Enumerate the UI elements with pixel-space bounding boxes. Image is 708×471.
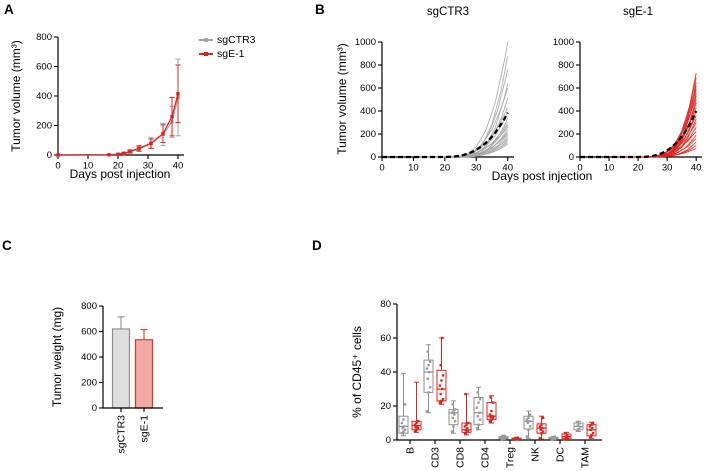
svg-text:800: 800 xyxy=(360,60,376,71)
panel-b2-title: sgE-1 xyxy=(622,6,654,18)
panel-a-y-axis-label: Tumor volume (mm³) xyxy=(9,40,23,152)
svg-text:40: 40 xyxy=(380,367,391,378)
legend-label-sge1: sgE-1 xyxy=(217,48,245,60)
svg-text:200: 200 xyxy=(36,121,52,132)
svg-text:400: 400 xyxy=(81,352,97,363)
panel-b1-title: sgCTR3 xyxy=(426,6,470,18)
panel-d-y-axis-label: % of CD45⁺ cells xyxy=(350,326,364,418)
panel-a-x-axis-label: Days post injection xyxy=(69,167,171,181)
sgctr3-line-marker-icon xyxy=(199,36,213,44)
svg-text:600: 600 xyxy=(360,83,376,94)
svg-text:0: 0 xyxy=(55,161,60,172)
panel-c-chart: 0 200 400 600 800 sgCTR3 sgE-1 xyxy=(81,301,163,454)
panel-c-y-axis-label: Tumor weight (mg) xyxy=(50,306,64,408)
svg-text:CD3: CD3 xyxy=(430,447,442,468)
legend-item-sgctr3: sgCTR3 xyxy=(199,34,256,46)
svg-text:600: 600 xyxy=(81,327,97,338)
svg-text:20: 20 xyxy=(633,163,644,174)
svg-text:0: 0 xyxy=(569,152,574,163)
svg-text:0: 0 xyxy=(47,150,52,161)
svg-text:CD8: CD8 xyxy=(455,447,467,468)
legend-item-sge1: sgE-1 xyxy=(199,48,256,60)
svg-text:10: 10 xyxy=(408,163,419,174)
svg-text:600: 600 xyxy=(36,62,52,73)
panel-d-letter: D xyxy=(312,238,322,253)
svg-text:400: 400 xyxy=(558,106,574,117)
svg-text:200: 200 xyxy=(360,129,376,140)
svg-text:10: 10 xyxy=(83,161,94,172)
panel-a-legend: sgCTR3 sgE-1 xyxy=(199,34,256,60)
svg-text:30: 30 xyxy=(662,163,673,174)
panel-b-letter: B xyxy=(315,2,325,17)
svg-text:0: 0 xyxy=(379,163,384,174)
svg-text:800: 800 xyxy=(558,60,574,71)
svg-text:400: 400 xyxy=(36,91,52,102)
svg-text:40: 40 xyxy=(502,163,513,174)
svg-text:0: 0 xyxy=(577,163,582,174)
svg-text:20: 20 xyxy=(380,401,391,412)
svg-text:TAM: TAM xyxy=(580,447,592,468)
svg-text:200: 200 xyxy=(558,129,574,140)
svg-text:1000: 1000 xyxy=(355,37,376,48)
svg-text:CD4: CD4 xyxy=(480,447,492,468)
svg-text:600: 600 xyxy=(558,83,574,94)
svg-text:Treg: Treg xyxy=(505,447,517,468)
svg-text:NK: NK xyxy=(530,447,542,462)
svg-text:0: 0 xyxy=(386,435,391,446)
svg-text:sgE-1: sgE-1 xyxy=(139,415,151,443)
svg-text:200: 200 xyxy=(81,378,97,389)
svg-text:60: 60 xyxy=(380,333,391,344)
svg-text:800: 800 xyxy=(81,301,97,312)
panel-c-letter: C xyxy=(2,238,12,253)
panel-b-sge1-chart: 0 200 400 600 800 1000 0 10 20 30 40 xyxy=(553,37,702,174)
svg-text:0: 0 xyxy=(371,152,376,163)
svg-text:1000: 1000 xyxy=(553,37,574,48)
panel-b-x-axis-label: Days post injection xyxy=(491,169,593,183)
svg-text:400: 400 xyxy=(360,106,376,117)
svg-text:sgCTR3: sgCTR3 xyxy=(116,415,128,454)
panel-b-y-axis-label: Tumor volume (mm³) xyxy=(335,43,349,155)
panel-d-chart: 0 20 40 60 80 B CD3 CD8 CD4 Treg NK DC TAM xyxy=(380,299,602,468)
svg-text:10: 10 xyxy=(604,163,615,174)
svg-text:40: 40 xyxy=(691,163,702,174)
svg-text:20: 20 xyxy=(440,163,451,174)
svg-text:80: 80 xyxy=(380,299,391,310)
svg-text:B: B xyxy=(405,447,417,454)
svg-text:20: 20 xyxy=(113,161,124,172)
svg-text:0: 0 xyxy=(92,403,97,414)
panel-a-chart: 0 200 400 600 800 0 10 20 30 40 xyxy=(36,32,184,172)
sge1-line-marker-icon xyxy=(199,50,213,58)
legend-label-sgctr3: sgCTR3 xyxy=(217,34,256,46)
svg-text:DC: DC xyxy=(555,447,567,463)
panel-b-sgctr3-chart: 0 200 400 600 800 1000 0 10 20 30 40 xyxy=(355,37,514,174)
svg-text:40: 40 xyxy=(173,161,184,172)
svg-text:30: 30 xyxy=(471,163,482,174)
panel-a-letter: A xyxy=(4,2,14,17)
svg-text:800: 800 xyxy=(36,32,52,43)
svg-text:30: 30 xyxy=(143,161,154,172)
